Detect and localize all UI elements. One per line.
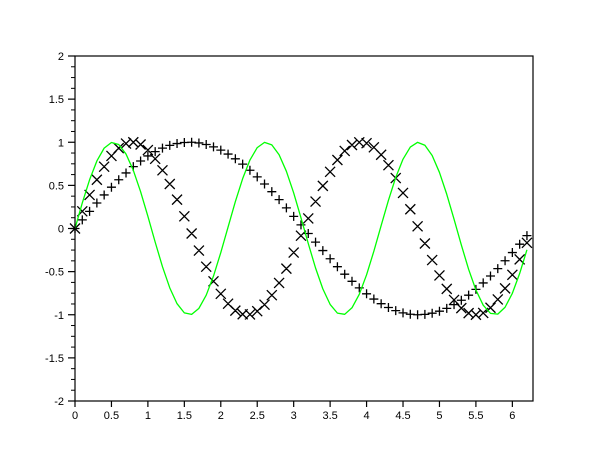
series-green-line (74, 141, 528, 316)
y-tick-label: 1 (58, 137, 64, 149)
y-tick-label: -2 (54, 396, 64, 408)
x-tick-label: 4.5 (395, 410, 410, 422)
y-tick-label: 0 (58, 224, 64, 236)
y-tick-label: 2 (58, 51, 64, 63)
x-tick-label: 6 (509, 410, 515, 422)
y-tick-label: 0.5 (49, 180, 64, 192)
x-tick-label: 1 (145, 410, 151, 422)
x-tick-label: 1.5 (177, 410, 192, 422)
y-tick-label: 1.5 (49, 94, 64, 106)
x-tick-label: 2 (218, 410, 224, 422)
x-tick-label: 2.5 (250, 410, 265, 422)
y-tick-label: -1 (54, 310, 64, 322)
y-tick-label: -1.5 (45, 353, 64, 365)
x-tick-label: 4 (364, 410, 370, 422)
x-tick-label: 5 (436, 410, 442, 422)
x-tick-label: 5.5 (468, 410, 483, 422)
x-tick-label: 0 (72, 410, 78, 422)
x-tick-label: 0.5 (104, 410, 119, 422)
y-tick-label: -0.5 (45, 267, 64, 279)
x-tick-label: 3.5 (322, 410, 337, 422)
x-tick-label: 3 (291, 410, 297, 422)
